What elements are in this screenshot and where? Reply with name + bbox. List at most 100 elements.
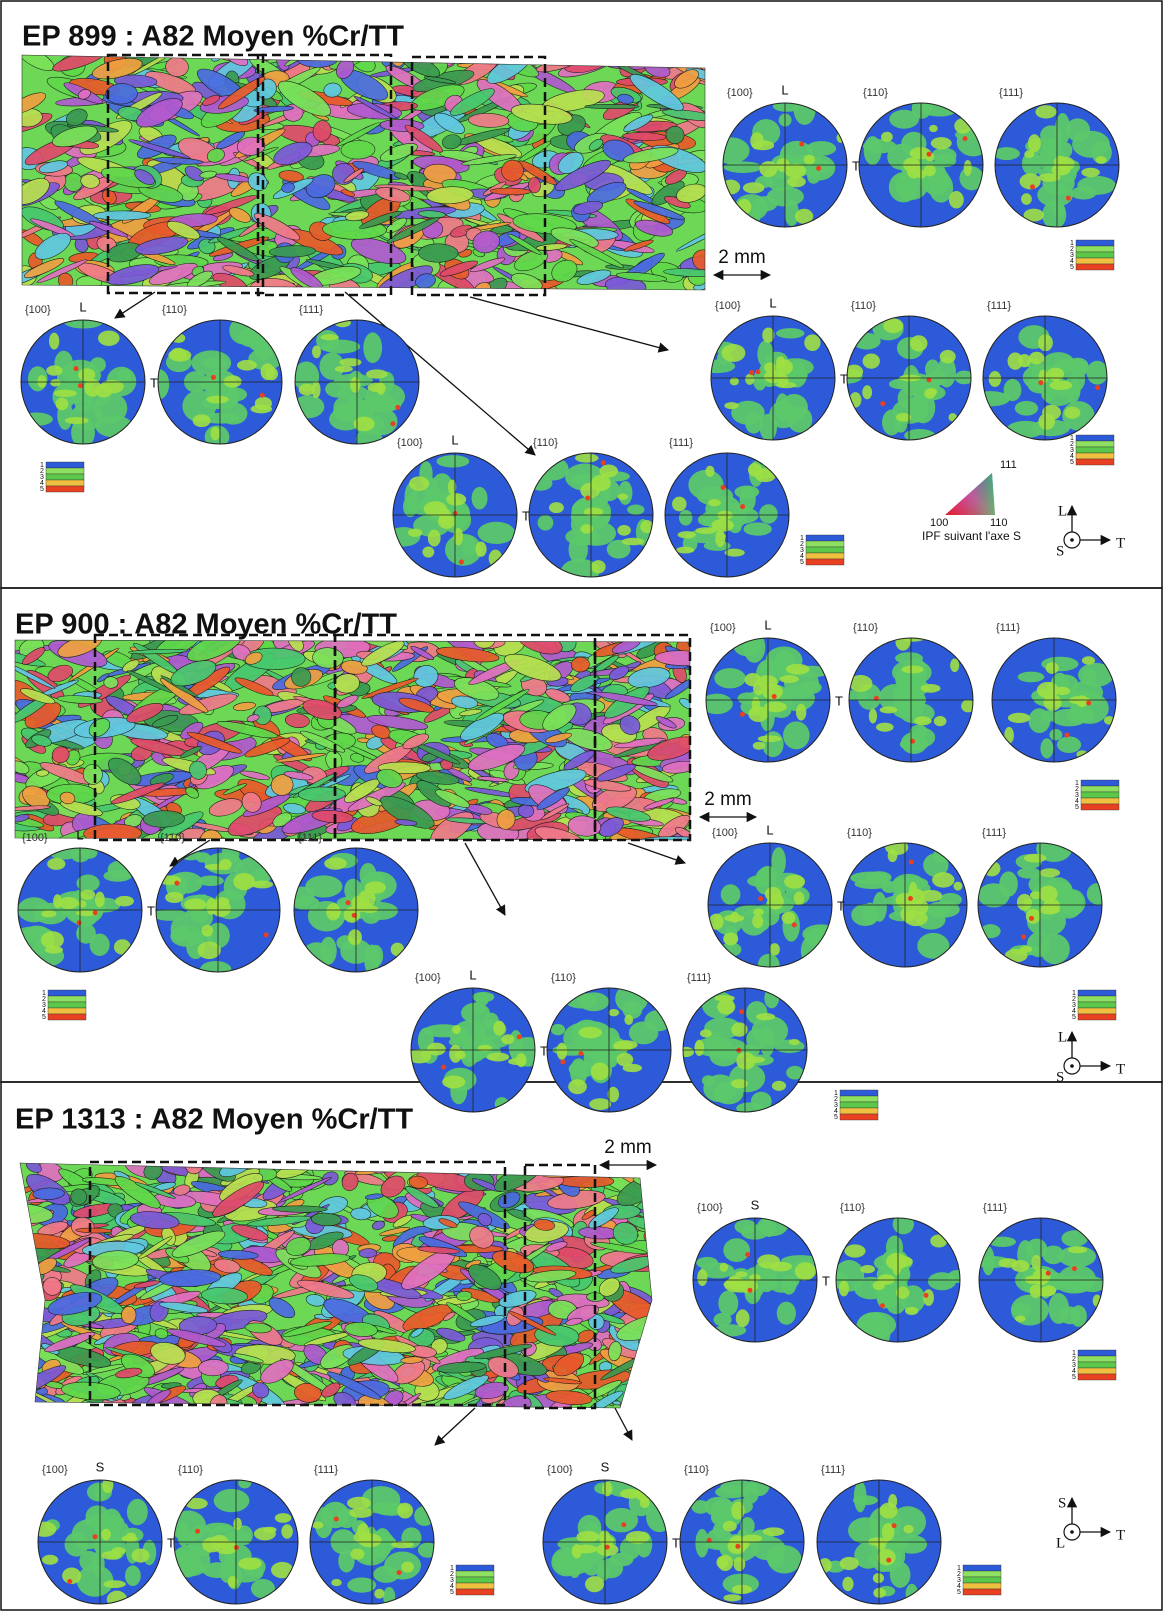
intensity-blob	[206, 395, 229, 404]
intensity-blob	[447, 479, 457, 495]
intensity-blob	[294, 895, 320, 910]
intensity-blob	[409, 476, 430, 491]
intensity-blob	[238, 1480, 252, 1489]
intensity-blob	[1081, 656, 1096, 665]
intensity-blob	[1076, 695, 1088, 708]
intensity-blob	[752, 908, 764, 916]
intensity-blob	[981, 1246, 995, 1276]
grain	[134, 169, 155, 185]
intensity-blob	[705, 465, 715, 477]
intensity-blob	[202, 1537, 222, 1553]
axis-label: T	[822, 1273, 830, 1288]
intensity-peak	[816, 165, 822, 171]
intensity-blob	[274, 1513, 292, 1523]
intensity-blob	[764, 887, 782, 902]
intensity-peak	[516, 1034, 522, 1040]
intensity-blob	[580, 524, 594, 534]
intensity-blob	[233, 1517, 242, 1531]
pole-label: {100}	[397, 437, 423, 449]
intensity-blob	[1017, 671, 1045, 683]
pole-figure	[393, 453, 517, 577]
intensity-blob	[578, 1026, 603, 1039]
intensity-blob	[64, 320, 103, 329]
pole-figure	[665, 453, 789, 577]
arrow	[114, 291, 156, 319]
intensity-blob	[1040, 710, 1058, 722]
intensity-blob	[769, 1261, 793, 1272]
axis-label: T	[522, 508, 530, 523]
grain	[489, 187, 532, 196]
intensity-blob	[475, 541, 487, 557]
pole-outline	[846, 315, 972, 441]
triad-label: S	[1056, 543, 1064, 559]
intensity-blob	[1072, 130, 1110, 158]
pole-outline	[858, 102, 984, 228]
intensity-blob	[1038, 369, 1049, 384]
legend-label: 5	[1070, 264, 1074, 271]
intensity-peak	[259, 392, 265, 398]
intensity-blob	[722, 1520, 737, 1532]
intensity-blob	[948, 413, 958, 422]
intensity-blob	[784, 163, 807, 178]
grain	[253, 213, 301, 241]
intensity-blob	[784, 874, 806, 889]
intensity-blob	[568, 1079, 587, 1095]
legend-swatch	[45, 485, 85, 493]
intensity-blob	[780, 393, 808, 421]
grain	[467, 113, 510, 128]
intensity-blob	[910, 391, 936, 424]
legend-swatch	[455, 1564, 495, 1572]
pole-figure	[849, 638, 973, 762]
panel-title: EP 900 : A82 Moyen %Cr/TT	[15, 609, 397, 641]
intensity-blob	[734, 1219, 757, 1234]
grain	[228, 207, 252, 223]
pole-label: {100}	[727, 87, 753, 99]
intensity-blob	[471, 486, 488, 510]
intensity-blob	[756, 1013, 776, 1021]
pole-outline	[710, 315, 836, 441]
intensity-blob	[889, 109, 919, 129]
intensity-blob	[319, 352, 345, 380]
intensity-blob	[731, 1501, 745, 1520]
grain	[343, 168, 364, 183]
intensity-peak	[880, 401, 886, 407]
legend-label: 2	[1070, 246, 1074, 253]
intensity-peak	[174, 880, 180, 886]
grain	[610, 55, 654, 66]
intensity-blob	[860, 1264, 876, 1274]
intensity-blob	[729, 377, 739, 386]
intensity-blob	[1011, 1260, 1030, 1272]
axis-label: S	[96, 1459, 105, 1474]
pole-label: {111}	[982, 827, 1006, 839]
grain	[166, 220, 201, 240]
grain	[623, 114, 654, 132]
grain	[550, 227, 599, 249]
intensity-blob	[337, 385, 370, 401]
intensity-blob	[717, 1554, 734, 1571]
intensity-blob	[759, 865, 777, 883]
pole-figure	[21, 320, 145, 444]
intensity-blob	[197, 941, 221, 960]
intensity-blob	[574, 453, 599, 463]
intensity-peak	[745, 1252, 751, 1258]
pole-outline	[294, 319, 420, 445]
legend-swatch	[47, 1013, 87, 1021]
intensity-blob	[948, 191, 964, 209]
intensity-blob	[759, 504, 778, 524]
intensity-blob	[872, 1573, 885, 1584]
legend-swatch	[962, 1564, 1002, 1572]
intensity-blob	[1054, 686, 1071, 696]
intensity-peak	[621, 1522, 627, 1528]
intensity-blob	[452, 1024, 461, 1034]
intensity-peak	[560, 1059, 566, 1065]
intensity-blob	[617, 524, 631, 536]
intensity-blob	[1081, 167, 1100, 178]
axis-label: T	[672, 1535, 680, 1550]
legend-label: 5	[1070, 459, 1074, 466]
pole-label: {111}	[983, 1202, 1007, 1214]
axis-label: L	[764, 617, 771, 632]
pole-outline	[722, 102, 848, 228]
legend-label: 4	[1070, 453, 1074, 460]
intensity-blob	[583, 507, 604, 517]
